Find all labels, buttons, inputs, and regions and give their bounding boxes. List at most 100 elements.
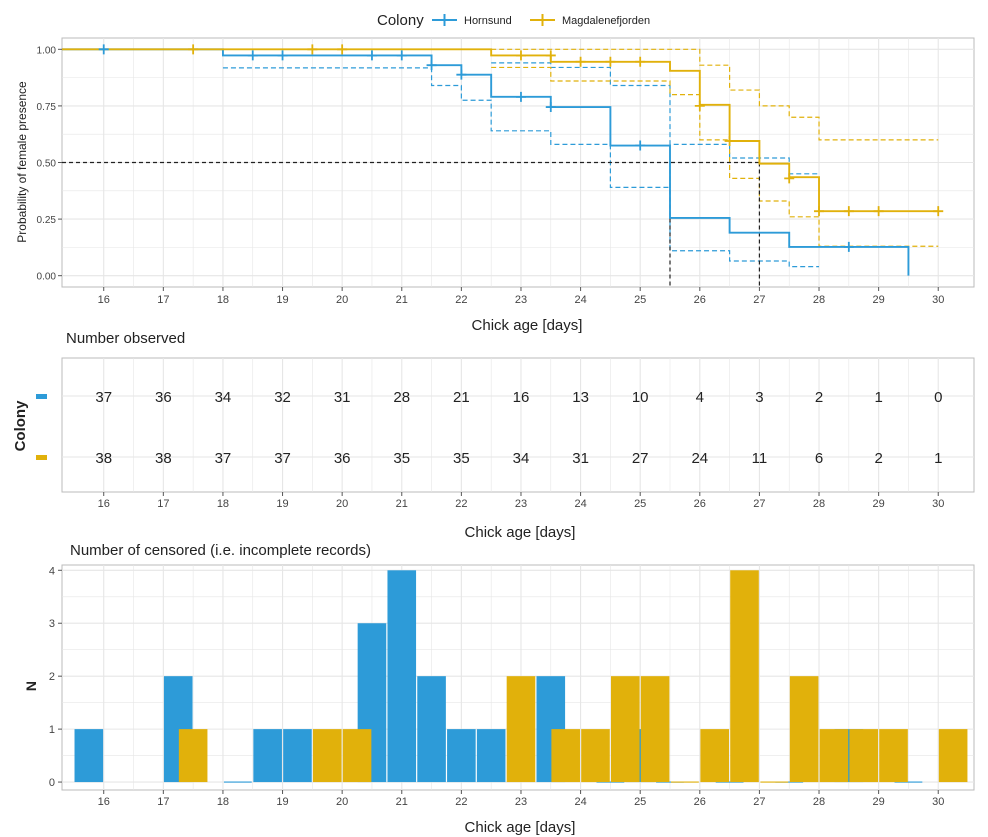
survival-panel: 0.00 0.25 0.50 0.75 1.00 16 17 18 19 20 21 22 23 24 2…	[15, 37, 975, 334]
survival-y-ticks: 0.00 0.25 0.50 0.75 1.00	[37, 45, 62, 283]
risk-table-x-tick-label: 27	[753, 498, 765, 510]
risk-count-magdalenefjorden: 31	[572, 450, 589, 467]
censored-x-tick-label: 16	[98, 796, 110, 808]
censored-bar-magdalenefjorden	[342, 729, 372, 783]
risk-count-hornsund: 28	[393, 389, 410, 406]
censored-x-tick-label: 20	[336, 796, 348, 808]
survival-x-tick-label: 29	[873, 294, 885, 306]
censor-mark-hornsund	[277, 50, 288, 61]
censor-mark-magdalenefjorden	[635, 56, 646, 67]
censored-y-tick-label: 2	[49, 671, 55, 683]
risk-table-x-tick-label: 19	[276, 498, 288, 510]
censored-x-ticks: 16 17 18 19 20 21 22 23 24 25 26 27 28 29 30	[98, 790, 944, 808]
censor-mark-magdalenefjorden	[933, 206, 944, 217]
risk-count-magdalenefjorden: 35	[393, 450, 410, 467]
survival-x-tick-label: 21	[396, 294, 408, 306]
survival-x-tick-label: 17	[157, 294, 169, 306]
censor-mark-magdalenefjorden	[545, 50, 556, 61]
censored-x-tick-label: 21	[396, 796, 408, 808]
censor-mark-magdalenefjorden	[515, 50, 526, 61]
survival-y-tick-label: 0.50	[37, 159, 57, 170]
censored-y-tick-label: 1	[49, 724, 55, 736]
censor-mark-magdalenefjorden	[694, 100, 705, 111]
risk-count-magdalenefjorden: 35	[453, 450, 470, 467]
censored-bar-magdalenefjorden	[610, 676, 640, 783]
risk-table-x-tick-label: 20	[336, 498, 348, 510]
risk-count-hornsund: 13	[572, 389, 589, 406]
risk-count-magdalenefjorden: 34	[513, 450, 530, 467]
risk-count-hornsund: 3	[755, 389, 763, 406]
risk-count-hornsund: 34	[215, 389, 232, 406]
censor-mark-magdalenefjorden	[843, 206, 854, 217]
censored-x-tick-label: 30	[932, 796, 944, 808]
censor-mark-hornsund	[366, 50, 377, 61]
legend-title: Colony	[377, 12, 424, 29]
risk-table-x-tick-label: 25	[634, 498, 646, 510]
censored-y-tick-label: 4	[49, 565, 55, 577]
survival-y-tick-label: 1.00	[37, 45, 57, 56]
censored-panel: Number of censored (i.e. incomplete reco…	[23, 542, 975, 836]
risk-table-gridlines	[62, 358, 974, 492]
risk-count-magdalenefjorden: 2	[874, 450, 882, 467]
censored-x-tick-label: 29	[873, 796, 885, 808]
survival-x-tick-label: 18	[217, 294, 229, 306]
upper-confidence-band-magdalenefjorden	[491, 48, 939, 141]
censor-mark-magdalenefjorden	[307, 44, 318, 55]
censored-x-tick-label: 23	[515, 796, 527, 808]
censor-mark-magdalenefjorden	[724, 135, 735, 146]
censored-bar-hornsund	[447, 729, 476, 783]
censored-bar-magdalenefjorden	[938, 729, 968, 783]
censored-bar-hornsund	[253, 729, 282, 783]
censored-bars	[74, 570, 968, 783]
risk-table-x-tick-label: 23	[515, 498, 527, 510]
risk-table-area	[61, 357, 975, 493]
risk-count-magdalenefjorden: 27	[632, 450, 649, 467]
survival-y-tick-label: 0.25	[37, 215, 57, 226]
risk-count-hornsund: 4	[696, 389, 704, 406]
censored-bar-magdalenefjorden	[879, 729, 908, 783]
censored-x-axis-label: Chick age [days]	[465, 819, 576, 836]
survival-x-tick-label: 22	[455, 294, 467, 306]
risk-count-hornsund: 2	[815, 389, 823, 406]
risk-count-hornsund: 16	[513, 389, 530, 406]
censor-mark-magdalenefjorden	[814, 206, 825, 217]
survival-x-tick-label: 16	[98, 294, 110, 306]
legend: Colony Hornsund Magdalenefjorden	[377, 12, 650, 29]
censored-bar-hornsund	[74, 729, 104, 783]
censor-mark-hornsund	[843, 241, 854, 252]
survival-x-tick-label: 28	[813, 294, 825, 306]
risk-table-x-tick-label: 16	[98, 498, 110, 510]
censored-bar-magdalenefjorden	[178, 729, 208, 783]
risk-table-x-tick-label: 18	[217, 498, 229, 510]
survival-x-axis-label: Chick age [days]	[472, 317, 583, 334]
survival-x-tick-label: 23	[515, 294, 527, 306]
censor-mark-magdalenefjorden	[188, 44, 199, 55]
risk-table-x-tick-label: 17	[157, 498, 169, 510]
censored-bar-hornsund	[387, 570, 417, 783]
censored-bar-hornsund	[417, 676, 446, 783]
survival-y-tick-label: 0.00	[37, 272, 57, 283]
survival-x-tick-label: 20	[336, 294, 348, 306]
censor-mark-hornsund	[515, 91, 526, 102]
censored-x-tick-label: 28	[813, 796, 825, 808]
survival-x-ticks: 16 17 18 19 20 21 22 23 24 25 26 27 28 29 30	[98, 287, 944, 306]
risk-count-hornsund: 32	[274, 389, 291, 406]
censor-mark-hornsund	[545, 102, 556, 113]
censored-x-tick-label: 22	[455, 796, 467, 808]
censored-x-tick-label: 26	[694, 796, 706, 808]
survival-confidence-bands	[222, 48, 939, 268]
risk-count-hornsund: 0	[934, 389, 942, 406]
survival-y-axis-label: Probability of female presence	[15, 81, 29, 243]
lower-confidence-band-hornsund	[222, 67, 820, 268]
censor-mark-magdalenefjorden	[605, 56, 616, 67]
censored-bar-magdalenefjorden	[551, 729, 580, 783]
survival-x-tick-label: 25	[634, 294, 646, 306]
median-reference-lines	[62, 161, 761, 287]
risk-count-magdalenefjorden: 37	[215, 450, 232, 467]
risk-count-hornsund: 10	[632, 389, 649, 406]
censored-bar-magdalenefjorden	[312, 729, 342, 783]
risk-count-magdalenefjorden: 38	[95, 450, 112, 467]
censor-mark-magdalenefjorden	[575, 56, 586, 67]
lower-confidence-band-magdalenefjorden	[491, 66, 939, 247]
